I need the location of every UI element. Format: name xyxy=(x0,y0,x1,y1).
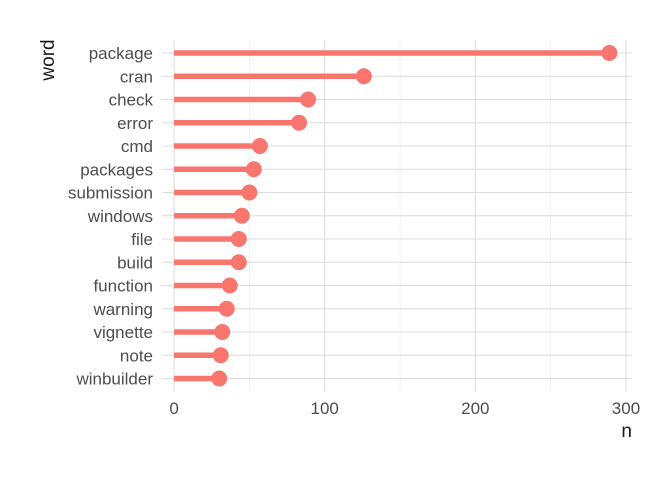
lollipop-point xyxy=(218,300,235,317)
x-tick-label: 100 xyxy=(311,399,339,418)
lollipop-point xyxy=(214,324,231,340)
y-tick-label: windows xyxy=(87,207,153,226)
y-tick-label: warning xyxy=(92,300,153,319)
lollipop-point xyxy=(355,68,372,85)
x-axis-title: n xyxy=(621,421,632,442)
lollipop-point xyxy=(212,347,229,364)
lollipop-point xyxy=(601,45,618,61)
y-tick-label: cran xyxy=(120,67,153,86)
lollipop-point xyxy=(211,370,228,387)
x-tick-label: 300 xyxy=(612,399,640,418)
x-tick-label: 0 xyxy=(169,399,178,418)
lollipop-point xyxy=(291,114,308,131)
lollipop-point xyxy=(233,207,250,224)
y-tick-label: winbuilder xyxy=(75,370,153,389)
lollipop-point xyxy=(245,161,262,178)
lollipop-point xyxy=(230,231,247,247)
y-tick-label: cmd xyxy=(121,137,153,156)
x-tick-label: 200 xyxy=(461,399,489,418)
y-tick-label: packages xyxy=(80,160,153,179)
y-tick-label: check xyxy=(109,91,154,110)
y-tick-label: submission xyxy=(68,184,153,203)
y-tick-label: vignette xyxy=(93,323,153,342)
y-tick-label: error xyxy=(117,114,153,133)
lollipop-point xyxy=(241,184,258,201)
lollipop-point xyxy=(300,91,317,108)
y-tick-label: function xyxy=(93,277,153,296)
lollipop-point xyxy=(230,254,247,271)
y-tick-label: build xyxy=(117,253,153,272)
y-tick-label: note xyxy=(120,346,153,365)
y-tick-labels: package cran check error cmd packages submissi… xyxy=(68,44,154,389)
lollipop-point xyxy=(251,138,268,154)
y-tick-label: package xyxy=(89,44,153,63)
lollipop-marks xyxy=(174,45,618,387)
y-tick-label: file xyxy=(131,230,153,249)
x-tick-labels: 0 100 200 300 xyxy=(169,399,640,418)
lollipop-point xyxy=(221,277,238,294)
y-axis-title: word xyxy=(38,39,59,81)
